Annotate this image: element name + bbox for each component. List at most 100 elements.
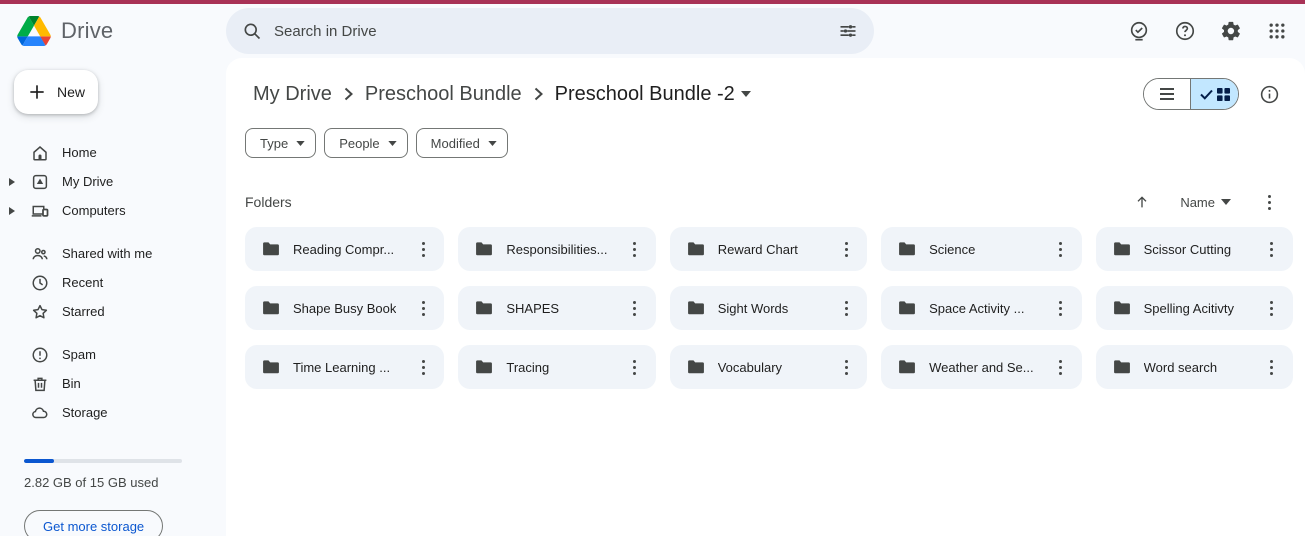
folder-name: Time Learning ... (293, 359, 391, 375)
dropdown-caret-icon (488, 140, 497, 146)
folders-section-label: Folders (245, 194, 292, 210)
folder-menu-icon[interactable] (620, 234, 650, 264)
new-button[interactable]: New (14, 70, 98, 114)
folder-menu-icon[interactable] (620, 293, 650, 323)
folder-name: Sight Words (717, 300, 789, 316)
header-actions (1127, 19, 1305, 43)
search-input[interactable]: Search in Drive (226, 8, 874, 54)
details-info-icon[interactable] (1257, 82, 1281, 106)
sidebar-item-label: Storage (62, 405, 108, 420)
folder-tile[interactable]: Science (881, 227, 1082, 271)
sidebar-item-storage[interactable]: Storage (0, 398, 226, 427)
trash-icon (31, 375, 49, 393)
sort-direction-arrow-icon[interactable] (1130, 190, 1154, 214)
settings-icon[interactable] (1219, 19, 1243, 43)
new-button-label: New (56, 84, 85, 100)
sidebar-item-label: Recent (62, 275, 104, 290)
folder-tile[interactable]: Sight Words (669, 286, 868, 330)
folder-tile[interactable]: Reward Chart (669, 227, 868, 271)
folder-menu-icon[interactable] (831, 352, 861, 382)
grid-view-icon (1216, 87, 1230, 101)
folder-tile[interactable]: Scissor Cutting (1095, 227, 1293, 271)
folder-tile[interactable]: Word search (1095, 345, 1293, 389)
folder-tile[interactable]: Responsibilities... (458, 227, 656, 271)
folder-name: Space Activity ... (929, 300, 1025, 316)
more-options-icon[interactable] (1257, 190, 1281, 214)
folder-tile[interactable]: Shape Busy Book (245, 286, 445, 330)
folder-menu-icon[interactable] (1046, 293, 1076, 323)
nav-group-drive: Home My Drive (0, 138, 226, 225)
folder-menu-icon[interactable] (831, 234, 861, 264)
filter-people-label: People (339, 135, 380, 151)
drive-logo-icon (17, 16, 51, 46)
expand-caret-icon[interactable] (8, 177, 16, 186)
folder-tile[interactable]: Space Activity ... (881, 286, 1082, 330)
folder-icon (687, 301, 704, 315)
folder-tile[interactable]: SHAPES (458, 286, 656, 330)
folder-tile[interactable]: Weather and Se... (881, 345, 1082, 389)
star-icon (31, 303, 49, 321)
sidebar-item-my-drive[interactable]: My Drive (0, 167, 226, 196)
expand-caret-icon[interactable] (8, 206, 16, 215)
view-controls (1143, 78, 1293, 110)
filter-modified-label: Modified (430, 135, 480, 151)
folder-menu-icon[interactable] (1257, 352, 1287, 382)
folder-menu-icon[interactable] (1257, 293, 1287, 323)
people-icon (31, 245, 49, 263)
breadcrumb-preschool-bundle[interactable]: Preschool Bundle (364, 82, 522, 105)
my-drive-icon (31, 173, 49, 191)
search-icon (244, 23, 261, 40)
get-more-storage-button[interactable]: Get more storage (24, 510, 164, 536)
folder-tile[interactable]: Reading Compr... (245, 227, 445, 271)
folder-icon (476, 242, 493, 256)
folder-icon (687, 360, 704, 374)
sidebar-item-spam[interactable]: Spam (0, 340, 226, 369)
grid-view-button[interactable] (1191, 79, 1238, 109)
folder-icon (899, 301, 915, 315)
folder-tile[interactable]: Spelling Acitivty (1095, 286, 1293, 330)
folder-name: Science (929, 241, 976, 257)
offline-status-icon[interactable] (1127, 19, 1151, 43)
folder-menu-icon[interactable] (831, 293, 861, 323)
folder-icon (476, 360, 493, 374)
sidebar-item-shared-with-me[interactable]: Shared with me (0, 239, 226, 268)
sort-by-name-button[interactable]: Name (1180, 195, 1231, 210)
apps-grid-icon[interactable] (1265, 19, 1289, 43)
folders-header-row: Folders Name (245, 190, 1293, 214)
cloud-icon (31, 404, 49, 422)
filter-type-chip[interactable]: Type (245, 128, 317, 158)
filter-people-chip[interactable]: People (324, 128, 408, 158)
folder-name: Scissor Cutting (1143, 241, 1232, 257)
list-view-icon (1160, 88, 1174, 100)
folder-tile[interactable]: Vocabulary (669, 345, 868, 389)
folder-menu-icon[interactable] (408, 293, 438, 323)
folder-menu-icon[interactable] (620, 352, 650, 382)
sidebar-item-computers[interactable]: Computers (0, 196, 226, 225)
storage-summary: 2.82 GB of 15 GB used Get more storage (0, 441, 226, 536)
folder-tile[interactable]: Time Learning ... (245, 345, 445, 389)
folder-menu-icon[interactable] (1257, 234, 1287, 264)
folder-menu-icon[interactable] (408, 352, 438, 382)
folder-menu-icon[interactable] (408, 234, 438, 264)
breadcrumb-current-folder[interactable]: Preschool Bundle -2 (547, 81, 759, 108)
sidebar-item-home[interactable]: Home (0, 138, 226, 167)
list-view-button[interactable] (1144, 79, 1191, 109)
app-title: Drive (61, 18, 114, 43)
sidebar-item-recent[interactable]: Recent (0, 268, 226, 297)
search-options-icon[interactable] (836, 19, 860, 43)
filter-modified-chip[interactable]: Modified (415, 128, 508, 158)
plus-icon (30, 85, 44, 99)
folder-name: Responsibilities... (506, 241, 608, 257)
help-icon[interactable] (1173, 19, 1197, 43)
app-header: Drive Search in Drive (0, 4, 1305, 58)
chevron-right-icon (534, 87, 543, 101)
drive-home-link[interactable]: Drive (0, 16, 226, 46)
folder-tile[interactable]: Tracing (458, 345, 656, 389)
sidebar-item-starred[interactable]: Starred (0, 297, 226, 326)
sidebar-item-bin[interactable]: Bin (0, 369, 226, 398)
folder-name: Spelling Acitivty (1143, 300, 1234, 316)
search-placeholder: Search in Drive (274, 22, 377, 40)
breadcrumb-my-drive[interactable]: My Drive (253, 82, 332, 105)
folder-menu-icon[interactable] (1046, 234, 1076, 264)
folder-menu-icon[interactable] (1046, 352, 1076, 382)
